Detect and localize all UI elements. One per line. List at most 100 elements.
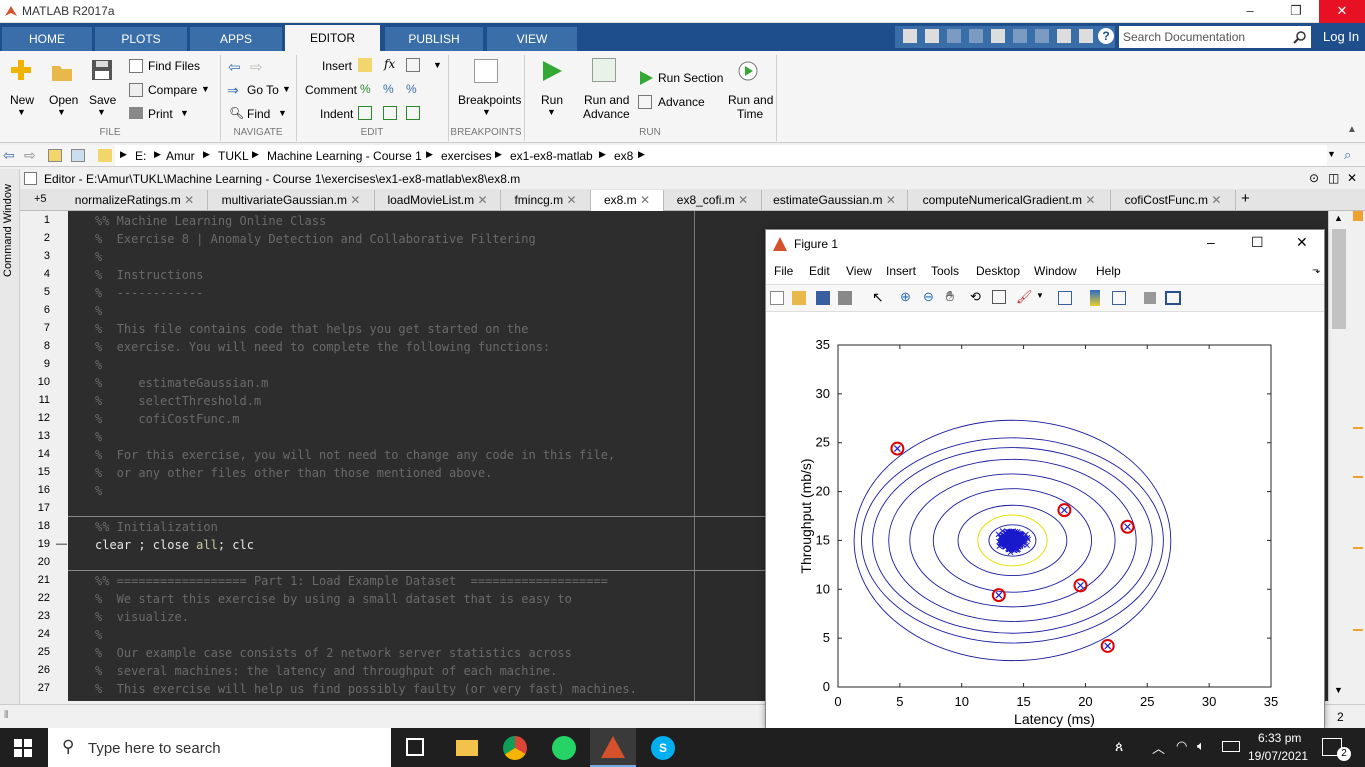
insert-function-icon[interactable] (406, 58, 420, 72)
figure-window[interactable]: Figure 1 – ☐ ✕ File Edit View Insert Tools De… (765, 229, 1325, 729)
tab-file[interactable]: normalizeRatings.m ✕ (62, 190, 208, 211)
clock-date[interactable]: 19/07/2021 (1248, 749, 1309, 763)
go-to-button[interactable]: Go To (247, 83, 279, 97)
wifi-icon[interactable]: ◠ (1176, 738, 1188, 753)
print-figure-icon[interactable] (838, 291, 852, 305)
figure-menu-item[interactable]: Window (1034, 264, 1077, 278)
windows-start-icon[interactable] (14, 739, 32, 757)
switch-windows-icon[interactable] (1057, 29, 1071, 43)
find-button[interactable]: Find (247, 107, 271, 121)
scroll-thumb[interactable] (1332, 229, 1346, 329)
editor-scrollbar[interactable]: ▲ ▼ (1328, 211, 1350, 701)
figure-menu-item[interactable]: Desktop (976, 264, 1021, 278)
tab-file[interactable]: estimateGaussian.m ✕ (762, 190, 908, 211)
task-view-icon[interactable] (406, 738, 424, 756)
tab-file[interactable]: computeNumericalGradient.m ✕ (908, 190, 1111, 211)
figure-minimize-button[interactable]: – (1207, 234, 1215, 250)
chevron-down-icon[interactable]: ▼ (547, 107, 556, 117)
path-segment[interactable]: exercises (441, 149, 492, 163)
warning-indicator[interactable] (1353, 211, 1363, 221)
chevron-down-icon[interactable]: ▼ (282, 84, 291, 94)
chevron-down-icon[interactable]: ▼ (57, 107, 66, 117)
pan-icon[interactable]: ✋︎ (946, 288, 954, 304)
path-segment[interactable]: Machine Learning - Course 1 (267, 149, 422, 163)
comment-icon[interactable]: % (360, 82, 371, 96)
hide-tools-icon[interactable] (1144, 292, 1156, 304)
rotate-icon[interactable]: ⟲ (970, 289, 981, 304)
figure-menu-item[interactable]: Help (1096, 264, 1121, 278)
file-explorer-icon[interactable] (456, 740, 478, 756)
zoom-in-icon[interactable]: ⊕ (900, 289, 911, 304)
command-window-label[interactable]: Command Window (2, 184, 14, 277)
save-icon[interactable] (925, 29, 939, 43)
smart-indent-icon[interactable] (358, 106, 372, 120)
volume-icon[interactable]: 🔈︎ (1197, 738, 1205, 753)
print-button[interactable]: Print (148, 107, 173, 121)
save-button[interactable]: Save (89, 93, 117, 107)
undo-icon[interactable] (1013, 29, 1027, 43)
find-files-button[interactable]: Find Files (148, 59, 201, 73)
chevron-up-icon[interactable]: ︿ (1152, 741, 1166, 756)
figure-menu-item[interactable]: Insert (886, 264, 917, 278)
run-and-time-label-1[interactable]: Run and (728, 93, 774, 107)
figure-maximize-button[interactable]: ☐ (1251, 234, 1264, 250)
skype-icon[interactable]: S (651, 736, 675, 760)
figure-close-button[interactable]: ✕ (1296, 234, 1308, 250)
people-icon[interactable]: ጰ (1115, 738, 1124, 754)
code-editor[interactable]: %% Machine Learning Online Class % Exerci… (68, 211, 1328, 701)
chevron-down-icon[interactable]: ▼ (1327, 149, 1336, 159)
whatsapp-icon[interactable] (552, 736, 576, 760)
path-breadcrumb[interactable]: ▶ E: ▶ Amur ▶ TUKL ▶ Machine Learning - … (115, 145, 1336, 166)
chevron-down-icon[interactable]: ▼ (482, 107, 491, 117)
path-segment[interactable]: E: (135, 149, 147, 163)
insert-section-icon[interactable] (358, 58, 372, 72)
path-segment[interactable]: TUKL (218, 149, 249, 163)
tab-file[interactable]: loadMovieList.m ✕ (375, 190, 501, 211)
run-and-time-label-2[interactable]: Time (737, 107, 764, 121)
wrap-comments-icon[interactable]: % (406, 82, 417, 96)
close-button[interactable]: ✕ (1319, 0, 1365, 23)
link-plot-icon[interactable] (1058, 291, 1072, 305)
tab-editor[interactable]: EDITOR (285, 25, 380, 51)
figure-menu-item[interactable]: View (846, 264, 872, 278)
collapse-ribbon-icon[interactable]: ▲ (1347, 124, 1357, 135)
maximize-button[interactable]: ❐ (1290, 3, 1302, 18)
forward-arrow-icon[interactable]: ⇨ (24, 147, 36, 163)
chevron-down-icon[interactable]: ▼ (180, 108, 189, 118)
chevron-down-icon[interactable]: ▼ (433, 60, 442, 70)
path-segment[interactable]: ex8 (614, 149, 634, 163)
tab-home[interactable]: HOME (2, 27, 92, 51)
fx-button[interactable]: fx (384, 57, 396, 71)
options-chevron-icon[interactable]: ⊙ (1309, 171, 1320, 185)
chevron-down-icon[interactable]: ▼ (201, 84, 210, 94)
clock-time[interactable]: 6:33 pm (1258, 731, 1302, 745)
search-box[interactable]: Search Documentation (1119, 26, 1311, 48)
open-button[interactable]: Open (49, 93, 79, 107)
chrome-icon[interactable] (503, 736, 527, 760)
redo-icon[interactable] (1035, 29, 1049, 43)
undock-icon[interactable]: ◫ (1328, 171, 1340, 185)
breakpoint-marker[interactable]: — (56, 538, 67, 550)
cut-icon[interactable] (947, 29, 961, 43)
open-file-icon[interactable] (792, 291, 806, 305)
tab-file[interactable]: multivariateGaussian.m ✕ (208, 190, 375, 211)
close-editor-icon[interactable]: ✕ (1347, 171, 1358, 185)
chevron-down-icon[interactable]: ▼ (17, 107, 26, 117)
path-segment[interactable]: Amur (166, 149, 195, 163)
increase-indent-icon[interactable] (383, 106, 397, 120)
tab-file-active[interactable]: ex8.m ✕ (591, 190, 664, 211)
tab-file[interactable]: cofiCostFunc.m ✕ (1111, 190, 1236, 211)
chevron-down-icon[interactable]: ▼ (1036, 291, 1044, 300)
run-section-button[interactable]: Run Section (658, 71, 724, 85)
zoom-out-icon[interactable]: ⊖ (923, 289, 934, 304)
back-arrow-icon[interactable]: ⇦ (3, 147, 15, 163)
compare-button[interactable]: Compare (148, 83, 198, 97)
chevron-down-icon[interactable]: ▼ (97, 107, 106, 117)
figure-menu-item[interactable]: Tools (931, 264, 960, 278)
tab-publish[interactable]: PUBLISH (385, 27, 483, 51)
hidden-tabs-count[interactable]: +5 (34, 193, 47, 205)
battery-icon[interactable] (1222, 741, 1240, 752)
comment-button[interactable]: Comment (305, 83, 358, 97)
save-figure-icon[interactable] (816, 291, 830, 305)
indent-button[interactable]: Indent (320, 107, 354, 121)
